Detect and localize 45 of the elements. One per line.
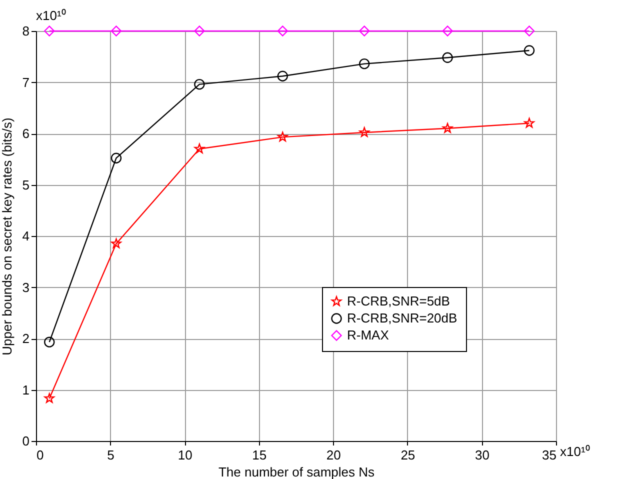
point [442, 52, 453, 63]
y-tick-label: 1 [22, 382, 30, 398]
point [44, 336, 55, 348]
x-tick-label: 35 [542, 448, 556, 462]
y-tick-label: 6 [22, 126, 30, 141]
point [110, 26, 122, 36]
y-axis-title: Upper bounds on secret key rates (bits/s) [0, 118, 14, 356]
y-tick-label: 7 [22, 74, 30, 90]
y-tick-label: 4 [22, 228, 30, 244]
legend-label: R-CRB,SNR=5dB [347, 294, 450, 308]
x-tick-label: 0 [36, 448, 44, 462]
x-tick-label: 15 [252, 448, 267, 462]
x-axis-title: The number of samples Ns [218, 464, 376, 479]
point [277, 70, 288, 82]
point [278, 132, 288, 142]
y-tick-label: 3 [22, 280, 30, 295]
y-tick-label: 2 [22, 331, 30, 346]
point [359, 26, 370, 36]
y-tick-label: 0 [22, 434, 30, 448]
x-tick-label: 10 [178, 448, 192, 462]
point [194, 78, 205, 90]
legend-label: R-CRB,SNR=20dB [347, 310, 458, 326]
text: x10¹⁰ [36, 8, 66, 23]
point [194, 26, 205, 36]
y-tick-label: 8 [22, 24, 30, 38]
point [524, 26, 535, 36]
x-tick-label: 30 [474, 448, 490, 462]
point [442, 123, 453, 133]
point [44, 393, 54, 403]
point [442, 26, 453, 36]
point [44, 26, 55, 36]
point [194, 144, 205, 154]
x-tick-label: 20 [326, 448, 341, 462]
point [111, 238, 122, 248]
point [110, 152, 122, 164]
point [359, 58, 370, 70]
x-tick-label: 25 [400, 448, 416, 462]
point [277, 26, 288, 36]
text: x10¹⁰ [560, 444, 590, 459]
x-tick-label: 5 [107, 448, 114, 462]
point [524, 118, 534, 128]
point [359, 127, 370, 137]
legend-label: R-MAX [347, 328, 390, 342]
y-tick-label: 5 [22, 177, 30, 192]
point [524, 45, 535, 56]
